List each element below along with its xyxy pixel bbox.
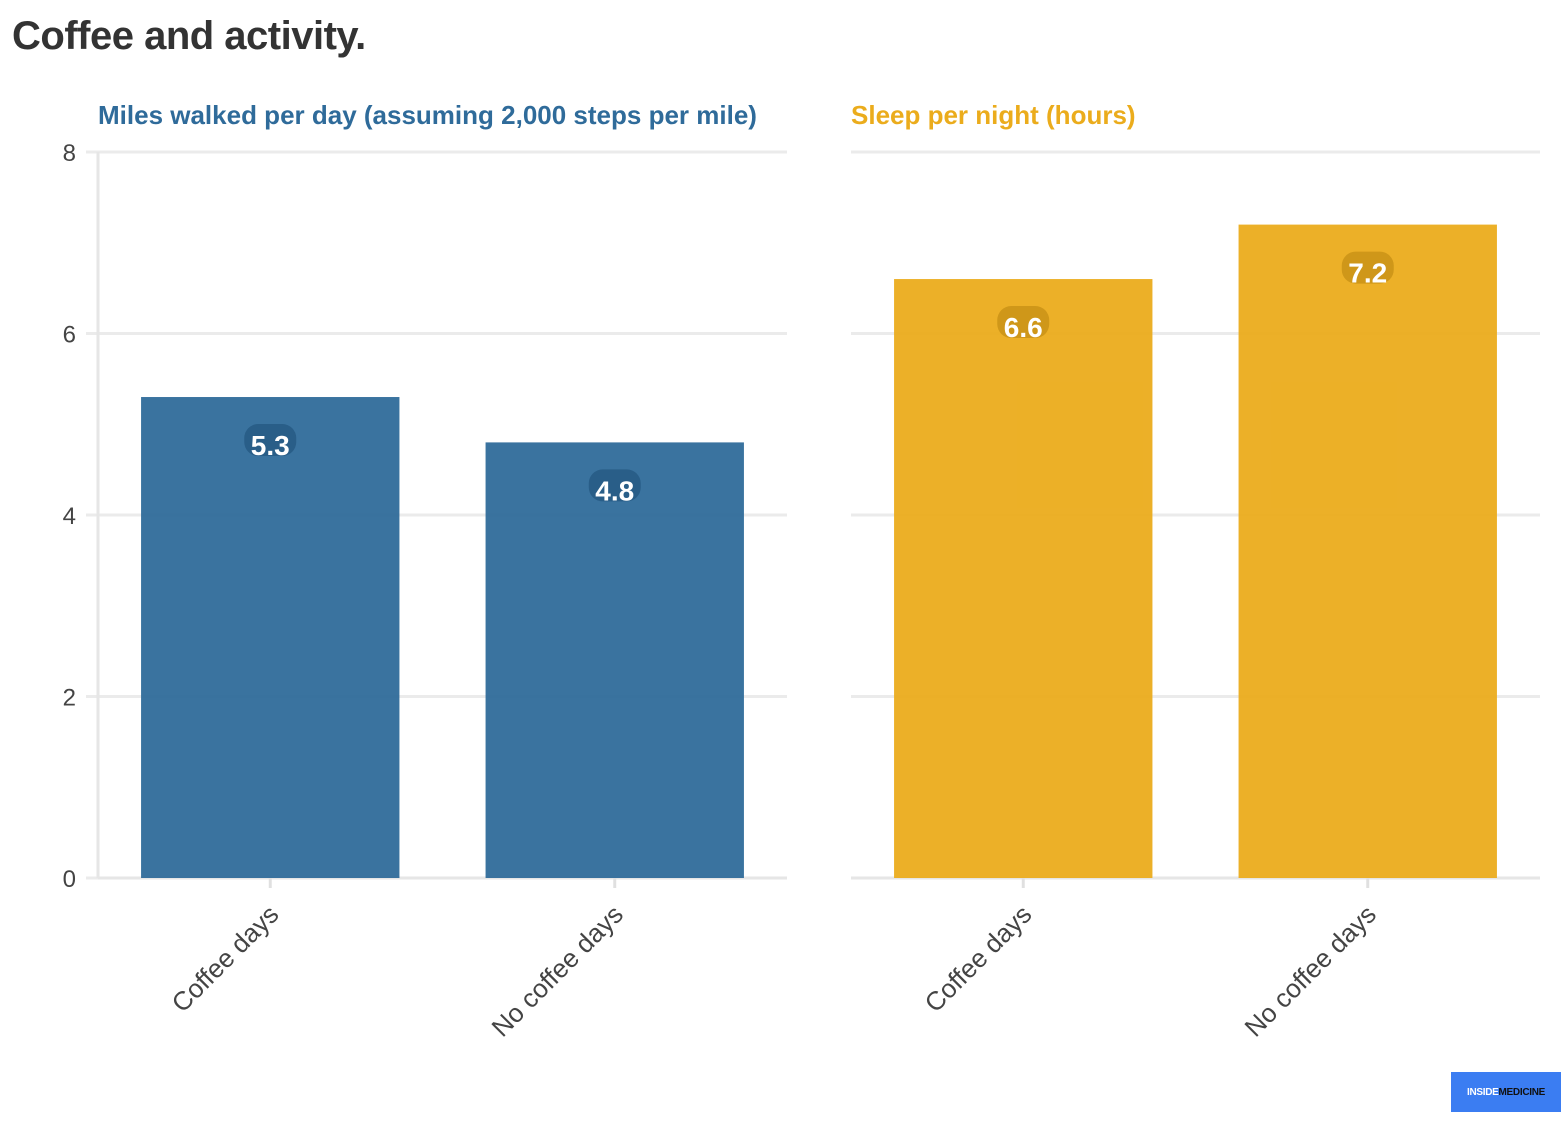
logo-text-medicine: MEDICINE — [1498, 1086, 1546, 1098]
bar-label-badge — [997, 306, 1050, 339]
x-category-label: Coffee days — [918, 899, 1037, 1018]
panel-title-1: Miles walked per day (assuming 2,000 ste… — [98, 100, 757, 130]
chart-title: Coffee and activity. — [12, 14, 366, 58]
y-tick-label: 6 — [63, 322, 76, 349]
bar-label-badge — [1341, 251, 1394, 284]
bar — [485, 442, 744, 878]
x-category-label: No coffee days — [1238, 899, 1382, 1043]
bar-value-label: 5.3 — [251, 430, 290, 461]
bar-label-badge — [588, 469, 641, 502]
y-tick-label: 2 — [63, 685, 76, 712]
x-category-label: Coffee days — [165, 899, 284, 1018]
x-category-label: No coffee days — [485, 899, 629, 1043]
panel-title-2: Sleep per night (hours) — [851, 100, 1136, 130]
y-tick-label: 0 — [63, 866, 76, 893]
bar — [1238, 224, 1497, 879]
bar — [141, 397, 400, 878]
bar-value-label: 7.2 — [1348, 258, 1387, 289]
logo-text-inside: INSIDE — [1466, 1086, 1499, 1098]
y-tick-label: 4 — [63, 503, 76, 530]
bar — [894, 279, 1153, 878]
bar-value-label: 4.8 — [595, 475, 634, 506]
bar-value-label: 6.6 — [1004, 312, 1043, 343]
bar-label-badge — [244, 424, 297, 457]
y-tick-label: 8 — [63, 140, 76, 167]
brand-logo: INSIDE MEDICINE — [1451, 1072, 1561, 1112]
